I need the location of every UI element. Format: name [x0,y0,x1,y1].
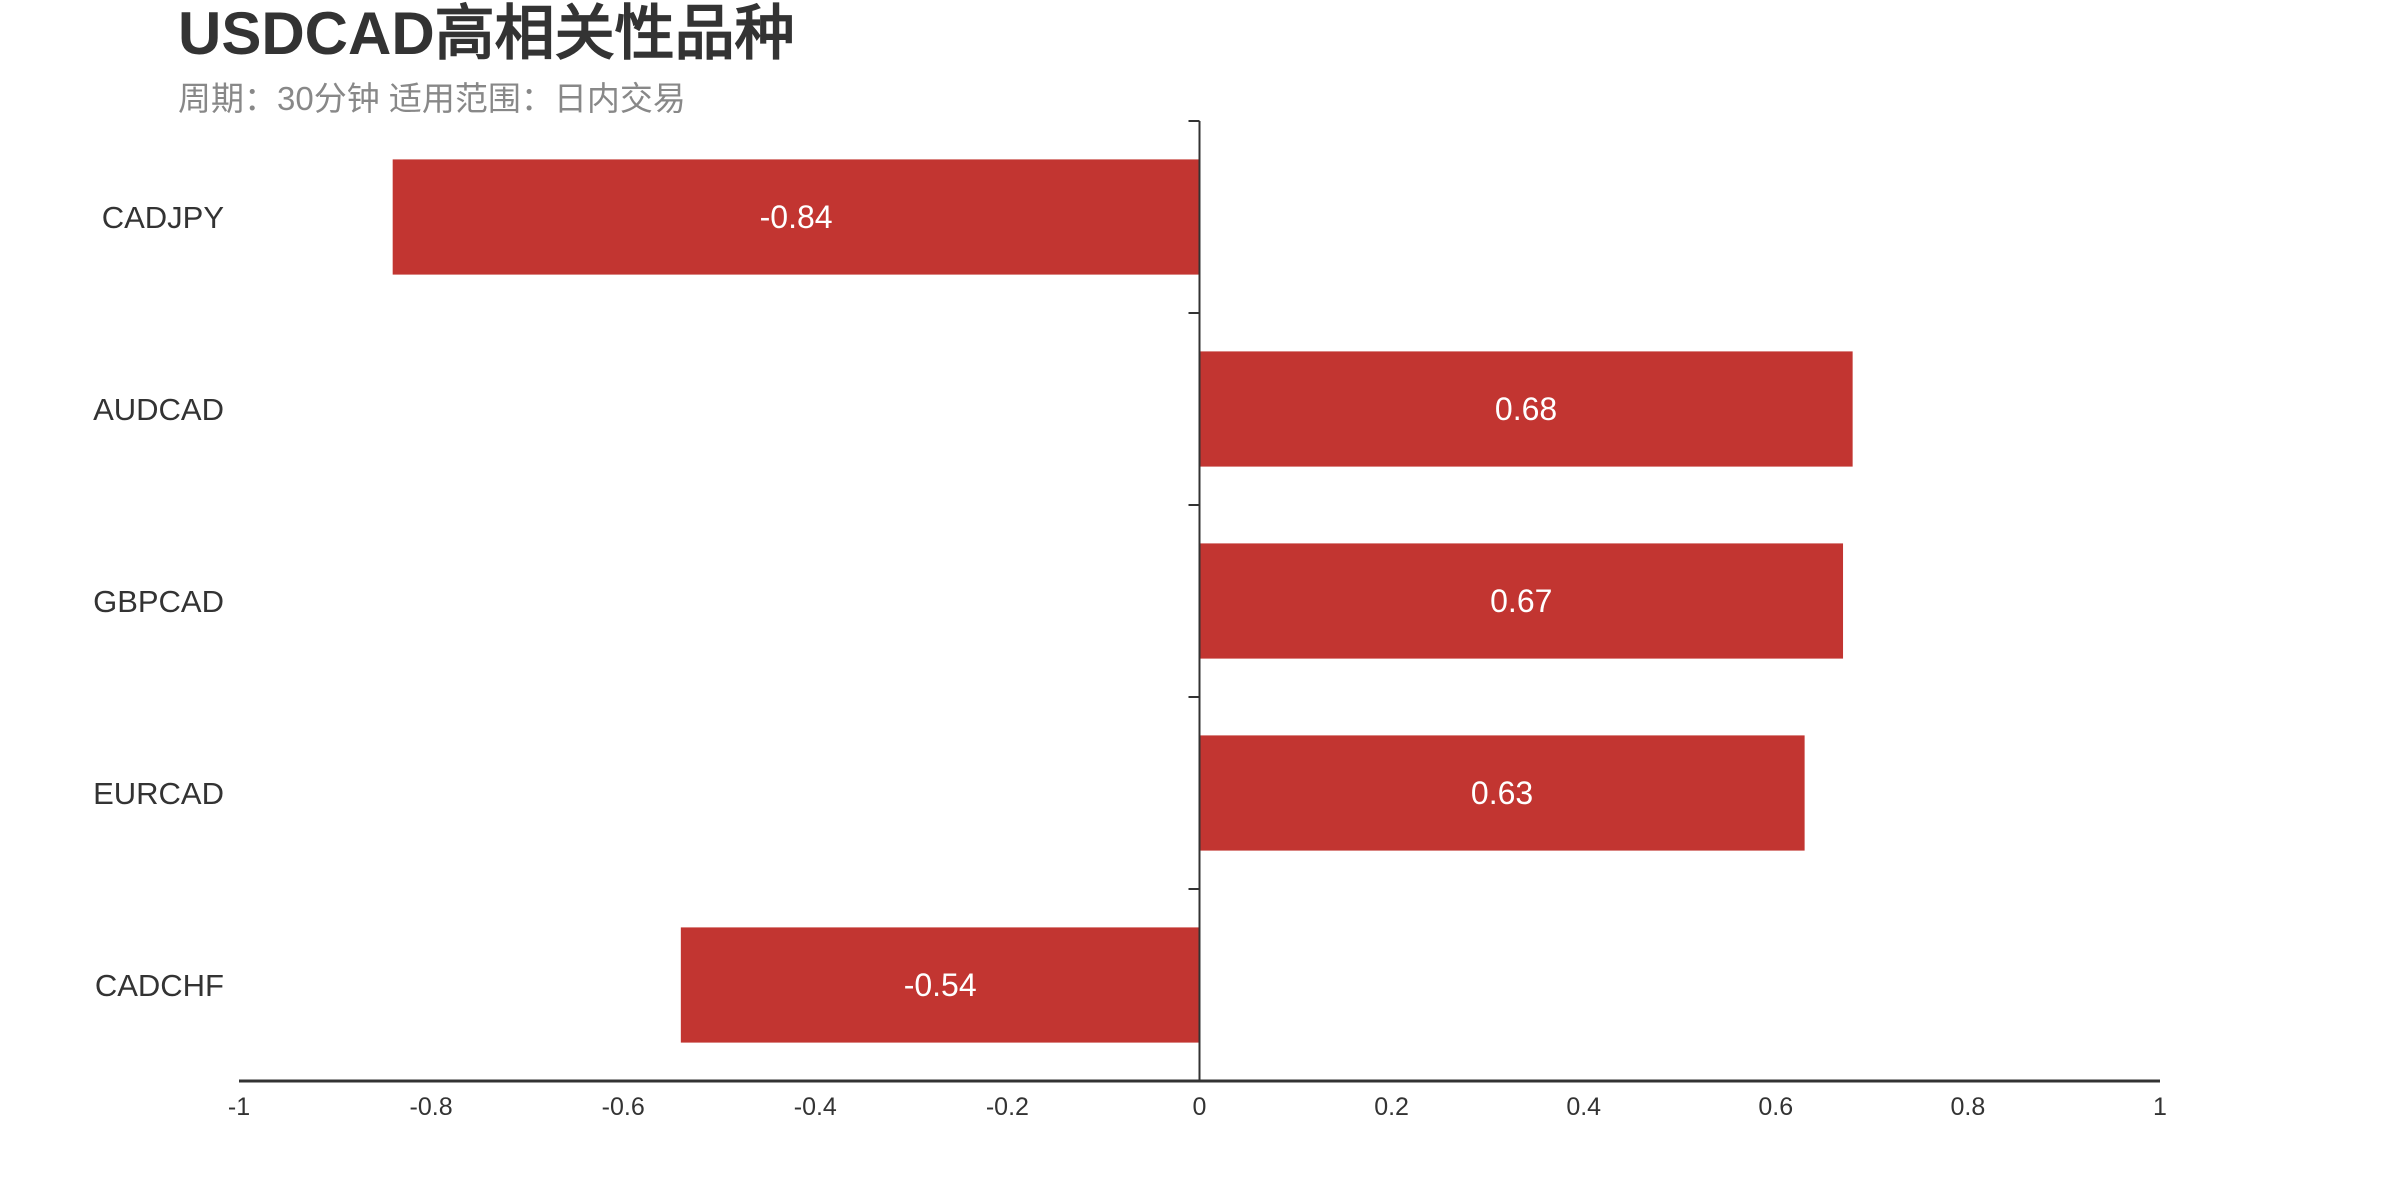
category-label: AUDCAD [93,392,224,427]
bar-audcad [1199,351,1853,467]
x-tick-label: 1 [2153,1093,2167,1121]
data-label: 0.68 [1495,391,1557,427]
x-tick-label: -0.8 [410,1093,453,1121]
category-label: CADCHF [95,968,224,1003]
chart-subtitle: 周期：30分钟 适用范围：日内交易 [178,80,686,117]
data-label: -0.84 [760,199,833,235]
data-label: 0.63 [1471,775,1533,811]
x-tick-label: -0.2 [986,1093,1029,1121]
x-tick-label: -0.4 [794,1093,837,1121]
bar-gbpcad [1199,543,1844,659]
bar-eurcad [1199,735,1805,851]
x-tick-label: 0.4 [1566,1093,1601,1121]
data-label: -0.54 [904,967,977,1003]
category-label: CADJPY [102,200,224,235]
bars-group: -0.84 0.68 0.67 0.63 -0.54 [392,159,1853,1043]
x-tick-label: -1 [228,1093,250,1121]
x-tick-label: 0 [1193,1093,1207,1121]
bar-cadjpy [392,159,1200,275]
axes-group: CADJPY AUDCAD GBPCAD EURCAD CADCHF -1 -0.8 -0.6… [93,120,2167,1121]
chart-title: USDCAD高相关性品种 [178,0,795,67]
x-tick-label: 0.2 [1374,1093,1409,1121]
x-tick-label: 0.6 [1758,1093,1793,1121]
bar-cadchf [680,927,1200,1043]
category-label: EURCAD [93,776,224,811]
category-label: GBPCAD [93,584,224,619]
data-label: 0.67 [1490,583,1552,619]
x-tick-label: 0.8 [1951,1093,1986,1121]
x-tick-label: -0.6 [602,1093,645,1121]
